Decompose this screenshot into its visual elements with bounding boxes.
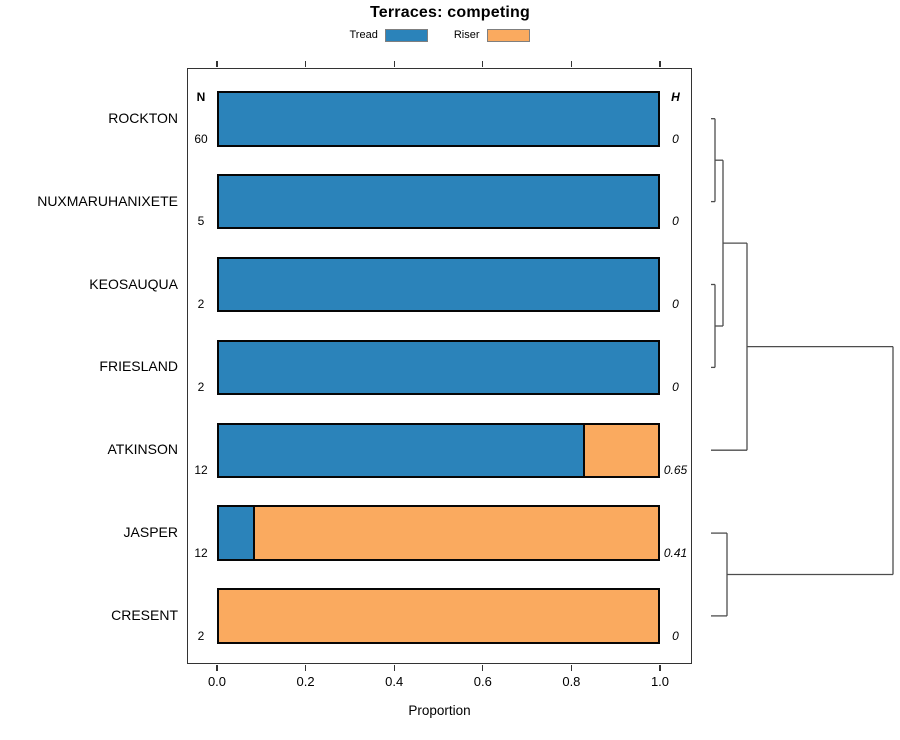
n-value: 5 bbox=[197, 214, 205, 229]
row-label: KEOSAUQUA bbox=[89, 275, 178, 292]
chart-title: Terraces: competing bbox=[370, 4, 530, 21]
bar-segment-tread bbox=[219, 93, 658, 145]
legend-swatch-riser bbox=[486, 28, 530, 42]
x-axis-tick-top bbox=[570, 61, 573, 67]
h-value: 0 bbox=[672, 131, 679, 146]
bar-segment-tread bbox=[219, 258, 658, 311]
x-axis-tick-top bbox=[216, 61, 218, 67]
h-value: 0 bbox=[672, 214, 679, 229]
x-axis-tick-bottom bbox=[659, 664, 661, 671]
x-axis-tick-bottom bbox=[216, 664, 218, 671]
x-axis-tick-top bbox=[393, 61, 395, 67]
x-axis-tick-label: 1.0 bbox=[650, 674, 670, 689]
n-column-header: N bbox=[196, 90, 206, 104]
x-axis-title: Proportion bbox=[408, 703, 471, 718]
legend: Tread Riser bbox=[187, 27, 692, 43]
n-value: 2 bbox=[197, 380, 205, 395]
bar-atkinson bbox=[217, 422, 660, 479]
x-axis-tick-label: 0.8 bbox=[562, 674, 581, 689]
n-value: 12 bbox=[194, 463, 208, 478]
n-value: 2 bbox=[197, 297, 205, 312]
x-axis-tick-bottom bbox=[393, 664, 395, 671]
row-label: ATKINSON bbox=[107, 441, 178, 458]
x-axis-tick-label: 0.4 bbox=[385, 674, 404, 689]
n-value: 60 bbox=[194, 131, 208, 146]
n-value: 2 bbox=[197, 628, 205, 643]
x-axis-tick-label: 0.0 bbox=[207, 674, 227, 689]
row-label: JASPER bbox=[123, 524, 178, 541]
bar-segment-tread bbox=[219, 424, 585, 477]
legend-label-riser: Riser bbox=[453, 29, 480, 41]
bar-nuxmaruhanixete bbox=[217, 173, 660, 230]
x-axis-tick-bottom bbox=[482, 664, 484, 671]
bar-jasper bbox=[217, 505, 660, 561]
row-label: NUXMARUHANIXETE bbox=[37, 192, 178, 209]
legend-item-tread: Tread bbox=[349, 28, 428, 42]
bar-segment-tread bbox=[219, 507, 256, 559]
legend-item-riser: Riser bbox=[453, 28, 530, 42]
x-axis-tick-label: 0.2 bbox=[296, 674, 315, 689]
x-axis-tick-top bbox=[304, 61, 307, 67]
h-value: 0 bbox=[672, 628, 679, 643]
bar-friesland bbox=[217, 339, 660, 396]
legend-label-tread: Tread bbox=[349, 29, 378, 41]
bar-segment-tread bbox=[219, 341, 658, 394]
bar-segment-tread bbox=[219, 175, 658, 228]
row-label: ROCKTON bbox=[108, 109, 178, 126]
h-value: 0.41 bbox=[663, 545, 688, 560]
bar-rockton bbox=[217, 91, 660, 147]
x-axis-tick-label: 0.6 bbox=[473, 674, 492, 689]
plot-frame bbox=[187, 68, 692, 664]
h-value: 0 bbox=[672, 297, 679, 312]
x-axis-tick-top bbox=[482, 61, 484, 67]
row-label: CRESENT bbox=[111, 607, 178, 624]
h-value: 0.65 bbox=[663, 463, 688, 478]
bar-cresent bbox=[217, 588, 660, 644]
h-value: 0 bbox=[672, 380, 679, 395]
x-axis-tick-bottom bbox=[570, 664, 573, 671]
h-column-header: H bbox=[671, 90, 680, 104]
x-axis-tick-bottom bbox=[304, 664, 307, 671]
bar-keosauqua bbox=[217, 256, 660, 313]
x-axis-tick-top bbox=[659, 61, 661, 67]
row-label: FRIESLAND bbox=[99, 358, 178, 375]
n-value: 12 bbox=[194, 545, 208, 560]
legend-swatch-tread bbox=[384, 28, 428, 42]
